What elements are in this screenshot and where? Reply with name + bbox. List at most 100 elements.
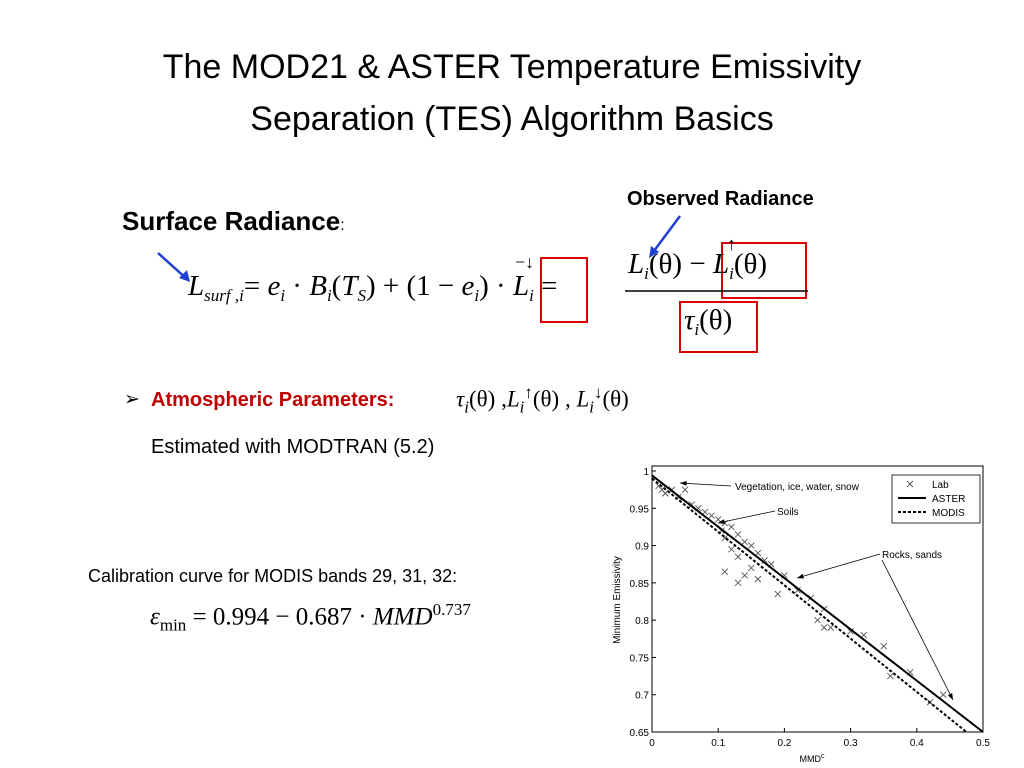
lab-point bbox=[794, 586, 801, 594]
x-tick-label: 0 bbox=[649, 738, 655, 749]
symbol: L bbox=[188, 270, 205, 302]
subscript: i bbox=[326, 286, 332, 305]
annotation: Vegetation, ice, water, snow bbox=[735, 482, 860, 493]
lab-point bbox=[734, 531, 742, 538]
symbol: B bbox=[309, 270, 327, 302]
subscript: S bbox=[357, 286, 366, 305]
lab-point bbox=[728, 545, 735, 553]
legend-label: Lab bbox=[932, 480, 949, 491]
calibration-label: Calibration curve for MODIS bands 29, 31… bbox=[88, 566, 458, 586]
lab-point bbox=[847, 628, 854, 635]
annotation-arrow-head bbox=[680, 480, 687, 486]
y-axis-label: Minimum Emissivity bbox=[612, 556, 623, 644]
subscript: min bbox=[159, 615, 187, 635]
colon: : bbox=[340, 217, 345, 234]
subscript: i bbox=[529, 286, 534, 305]
annotation-arrow bbox=[881, 559, 954, 701]
superscript: ↓ bbox=[593, 383, 603, 402]
y-tick-label: 0.8 bbox=[635, 616, 649, 627]
x-axis-label-text: MMD bbox=[800, 754, 822, 764]
op: (θ) bbox=[699, 304, 733, 336]
y-tick-label: 0.7 bbox=[635, 691, 649, 702]
symbol: τ bbox=[456, 386, 465, 412]
title-line: Separation (TES) Algorithm Basics bbox=[250, 100, 774, 138]
lab-point bbox=[747, 564, 755, 572]
subscript: i bbox=[589, 397, 594, 417]
legend-label: MODIS bbox=[932, 508, 965, 519]
op: ) + (1 − bbox=[365, 270, 462, 302]
superscript: ↑ bbox=[524, 383, 533, 402]
observed-label: Observed Radiance bbox=[627, 188, 814, 210]
lab-point bbox=[754, 575, 762, 583]
x-axis-label: MMDc bbox=[800, 753, 826, 764]
symbol: L bbox=[512, 270, 530, 302]
x-tick-label: 0.2 bbox=[777, 738, 791, 749]
y-tick-label: 0.65 bbox=[630, 728, 650, 739]
op: = bbox=[533, 270, 558, 302]
lab-point bbox=[774, 590, 782, 598]
highlight-box bbox=[540, 257, 588, 323]
numerator: Li(θ) − ↑ Li(θ) bbox=[628, 234, 768, 284]
subscript: i bbox=[644, 264, 649, 283]
annotation-arrow-head bbox=[797, 573, 804, 579]
highlight-box bbox=[721, 242, 807, 299]
op: , bbox=[495, 386, 507, 412]
chart: 0 0.1 0.2 0.3 0.4 0.5 0.65 0.7 0.75 0.8 0.85 0.9 0.9… bbox=[612, 465, 990, 764]
subscript: i bbox=[694, 320, 700, 339]
denominator: τi(θ) bbox=[684, 304, 732, 340]
lab-point bbox=[681, 486, 689, 493]
y-tick-label: 0.9 bbox=[635, 542, 649, 553]
lab-point bbox=[734, 553, 742, 561]
atm-equation: τi(θ) ,Li↑(θ) , Li↓(θ) bbox=[456, 383, 629, 418]
x-tick-label: 0.4 bbox=[910, 738, 924, 749]
symbol: ε bbox=[150, 603, 160, 631]
op: ) · bbox=[479, 270, 513, 302]
equation: Lsurf ,i= ei · Bi(TS) + (1 − ei) · −↓ Li … bbox=[188, 252, 558, 306]
op: ( bbox=[331, 270, 342, 302]
op: (θ) bbox=[733, 248, 768, 280]
symbol: e bbox=[461, 270, 475, 302]
series-line bbox=[651, 474, 984, 733]
symbol: τ bbox=[684, 304, 695, 336]
op: (θ) bbox=[602, 386, 629, 412]
annotation-arrow bbox=[679, 482, 732, 487]
section-label: Surface Radiance: bbox=[122, 206, 345, 237]
arrow-head bbox=[179, 270, 190, 282]
calibration-equation: εmin = 0.994 − 0.687 · MMD0.737 bbox=[150, 600, 471, 635]
x-axis-label-sup: c bbox=[821, 753, 825, 760]
x-tick-label: 0.5 bbox=[976, 738, 990, 749]
legend-label: ASTER bbox=[932, 494, 965, 505]
lab-point bbox=[728, 523, 735, 531]
op: = bbox=[243, 270, 268, 302]
annotation: Soils bbox=[777, 507, 799, 518]
lab-point bbox=[939, 691, 947, 699]
lab-point bbox=[827, 624, 835, 631]
lab-point bbox=[820, 624, 828, 631]
symbol: L bbox=[628, 248, 645, 280]
symbol: T bbox=[341, 270, 358, 302]
lab-point bbox=[661, 490, 669, 497]
estimated: Estimated with MODTRAN (5.2) bbox=[151, 436, 435, 458]
op: (θ) − bbox=[648, 248, 713, 280]
subscript: i bbox=[519, 397, 525, 417]
symbol: L bbox=[712, 248, 730, 280]
subscript: i bbox=[474, 286, 480, 305]
x-tick-label: 0.3 bbox=[844, 738, 858, 749]
x-tick-label: 0.1 bbox=[711, 738, 725, 749]
highlight-box bbox=[679, 301, 758, 353]
annotation-arrow-head bbox=[947, 693, 953, 700]
symbol: MMD bbox=[372, 603, 433, 631]
symbol: e bbox=[267, 270, 281, 302]
lab-point bbox=[708, 512, 715, 520]
annotation-arrow-head bbox=[718, 519, 725, 524]
lab-point bbox=[721, 568, 729, 575]
op: (θ) bbox=[468, 386, 496, 412]
subscript: i bbox=[280, 286, 286, 305]
superscript: −↓ bbox=[514, 252, 535, 272]
y-tick-label: 0.85 bbox=[630, 579, 650, 590]
symbol: L bbox=[506, 386, 520, 412]
y-tick-label: 0.95 bbox=[630, 504, 650, 515]
op: = 0.994 − 0.687 · bbox=[186, 603, 373, 631]
